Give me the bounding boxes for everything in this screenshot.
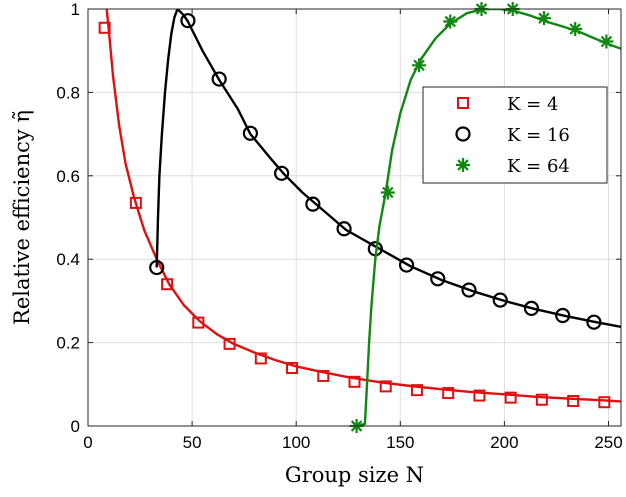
y-tick-label: 0.2: [56, 334, 80, 353]
y-tick-label: 0.8: [56, 83, 80, 102]
series-line: [105, 9, 621, 403]
y-tick-label: 0.4: [56, 250, 80, 269]
y-tick-label: 0.6: [56, 167, 80, 186]
legend-label: K = 64: [507, 156, 570, 177]
x-tick-label: 0: [83, 433, 92, 452]
data-point: [98, 21, 111, 34]
data-point: [586, 314, 602, 330]
data-point: [410, 384, 423, 397]
data-point: [492, 292, 508, 308]
data-point: [379, 380, 392, 393]
legend-marker: [455, 126, 471, 142]
legend-marker: [456, 158, 470, 172]
data-point: [149, 259, 165, 276]
data-point: [555, 307, 571, 324]
x-tick-label: 50: [183, 433, 202, 452]
data-point: [211, 71, 227, 87]
data-point: [568, 22, 583, 37]
data-point: [336, 221, 352, 237]
data-point: [286, 362, 299, 375]
data-point: [317, 369, 330, 382]
series-1: [98, 9, 621, 409]
data-point: [192, 316, 205, 329]
data-point: [473, 389, 486, 402]
data-point: [442, 387, 455, 400]
data-point: [274, 165, 290, 181]
data-point: [599, 34, 614, 49]
data-point: [598, 396, 611, 409]
x-tick-label: 150: [386, 433, 414, 452]
legend-label: K = 4: [507, 94, 558, 115]
ticks: 0 50 100 150 200 250 0 0.2 0.4 0.6 0.8 1: [56, 0, 622, 452]
data-point: [430, 271, 446, 287]
data-point: [567, 394, 580, 407]
y-tick-label: 0: [71, 417, 80, 436]
data-point: [504, 391, 517, 404]
data-point: [348, 375, 361, 388]
x-tick-label: 200: [490, 433, 518, 452]
data-point: [242, 125, 258, 141]
data-point: [129, 196, 142, 209]
x-axis-label: Group size N: [285, 463, 424, 487]
data-point: [536, 11, 551, 26]
series-line: [155, 9, 621, 328]
data-point: [443, 14, 458, 29]
data-point: [380, 185, 395, 200]
data-point: [461, 282, 477, 298]
legend-marker: [457, 97, 469, 109]
legend-label: K = 16: [507, 125, 570, 146]
data-point: [523, 300, 540, 317]
data-point: [412, 58, 427, 73]
x-tick-label: 100: [282, 433, 310, 452]
plot-area: [98, 2, 621, 433]
data-point: [180, 13, 196, 29]
legend-box: [422, 86, 608, 184]
data-point: [161, 278, 174, 291]
data-point: [305, 196, 321, 212]
legend: K = 4 K = 16 K = 64: [422, 86, 608, 184]
series-line: [356, 9, 621, 426]
y-axis-label: Relative efficiency η̃: [10, 110, 34, 325]
x-tick-label: 250: [594, 433, 622, 452]
y-tick-label: 1: [71, 0, 80, 19]
data-point: [398, 257, 415, 273]
series-2: [149, 9, 621, 330]
data-point: [223, 337, 236, 350]
axes-box: [87, 8, 622, 427]
data-point: [535, 393, 548, 406]
data-point: [254, 352, 267, 365]
